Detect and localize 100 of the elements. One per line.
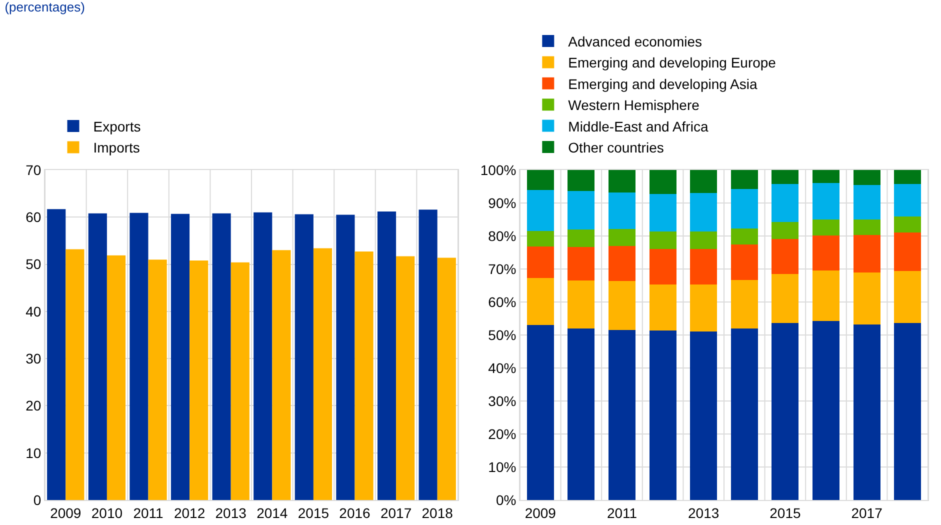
y-tick-label: 50 xyxy=(26,256,42,272)
bar xyxy=(568,170,595,192)
legend-label: Emerging and developing Asia xyxy=(568,76,758,92)
bar xyxy=(649,170,676,194)
y-tick-label: 40% xyxy=(488,360,516,376)
bar xyxy=(649,194,676,232)
bar xyxy=(294,214,314,500)
legend-label: Other countries xyxy=(568,139,664,156)
bar xyxy=(894,232,922,271)
x-tick-label: 2009 xyxy=(50,504,82,521)
bar xyxy=(772,274,799,323)
y-tick-label: 90% xyxy=(488,194,516,211)
bar xyxy=(526,170,554,190)
x-tick-label: 2011 xyxy=(606,504,638,521)
x-tick-label: 2011 xyxy=(133,504,164,521)
x-tick-label: 2017 xyxy=(380,504,412,521)
legend-label: Imports xyxy=(93,140,140,156)
y-tick-label: 100% xyxy=(480,162,516,178)
bar xyxy=(608,192,636,230)
y-tick-label: 70 xyxy=(26,162,42,178)
bar xyxy=(649,284,676,331)
bar xyxy=(812,270,840,321)
x-tick-label: 2016 xyxy=(339,504,371,521)
y-tick-label: 20 xyxy=(26,398,42,414)
x-tick-label: 2013 xyxy=(688,504,720,521)
bar xyxy=(772,222,799,239)
bar xyxy=(526,325,554,500)
bar xyxy=(812,170,840,184)
bar xyxy=(608,330,636,500)
bar xyxy=(568,230,595,247)
bar xyxy=(568,328,595,500)
bar xyxy=(853,324,880,500)
bar xyxy=(130,212,148,500)
bar xyxy=(772,322,799,500)
y-tick-label: 30% xyxy=(488,392,516,409)
x-tick-label: 2015 xyxy=(770,504,801,521)
bar xyxy=(853,170,880,185)
bar xyxy=(396,256,415,500)
y-tick-label: 60% xyxy=(488,294,516,310)
x-tick-label: 2017 xyxy=(851,504,883,521)
bar xyxy=(730,280,758,329)
bar xyxy=(690,193,718,232)
bar xyxy=(690,332,718,500)
bar xyxy=(608,246,636,282)
bar xyxy=(272,250,291,500)
legend-label: Western Hemisphere xyxy=(568,97,700,114)
bar xyxy=(649,249,676,285)
bar xyxy=(812,183,840,220)
y-tick-label: 20% xyxy=(488,426,516,442)
bar xyxy=(772,184,799,222)
bar xyxy=(730,170,758,189)
bar xyxy=(526,190,554,232)
bar xyxy=(47,209,66,500)
bar xyxy=(377,211,396,500)
bar xyxy=(730,244,758,280)
bar xyxy=(730,228,758,245)
y-tick-label: 80% xyxy=(488,228,516,244)
bar xyxy=(812,235,840,271)
y-tick-label: 10% xyxy=(488,458,516,475)
y-tick-label: 30 xyxy=(26,350,42,366)
x-tick-label: 2009 xyxy=(524,504,556,521)
bar xyxy=(568,191,595,230)
bar xyxy=(190,260,208,500)
x-tick-label: 2010 xyxy=(91,504,123,521)
bar xyxy=(690,284,718,332)
legend-label: Advanced economies xyxy=(568,33,702,50)
bar xyxy=(336,214,355,500)
y-tick-label: 50% xyxy=(488,326,516,343)
bar xyxy=(853,272,880,324)
bar xyxy=(230,262,250,500)
bar xyxy=(894,323,922,500)
bar xyxy=(526,231,554,247)
y-tick-label: 60 xyxy=(26,209,42,226)
x-tick-label: 2014 xyxy=(256,504,288,521)
legend-label: Middle-East and Africa xyxy=(568,118,708,134)
bar xyxy=(212,213,231,500)
bar xyxy=(254,212,272,500)
bar xyxy=(608,170,636,192)
y-tick-label: 70% xyxy=(488,260,516,277)
bar xyxy=(608,229,636,246)
bar xyxy=(106,255,126,500)
y-tick-label: 40 xyxy=(26,303,42,320)
y-tick-label: 10 xyxy=(26,444,42,461)
bar xyxy=(894,184,922,217)
x-tick-label: 2018 xyxy=(422,504,454,521)
bar xyxy=(690,232,718,250)
bar xyxy=(690,170,718,194)
x-tick-label: 2012 xyxy=(174,504,206,521)
bar xyxy=(649,330,676,500)
bar xyxy=(772,238,799,274)
bar xyxy=(730,328,758,500)
bar xyxy=(812,320,840,500)
bar xyxy=(418,210,438,500)
bar xyxy=(526,278,554,326)
legend-label: Exports xyxy=(93,118,141,134)
bar xyxy=(170,214,190,500)
bar xyxy=(526,246,554,278)
bar xyxy=(568,280,595,328)
bar xyxy=(354,252,374,500)
x-tick-label: 2013 xyxy=(215,504,247,521)
